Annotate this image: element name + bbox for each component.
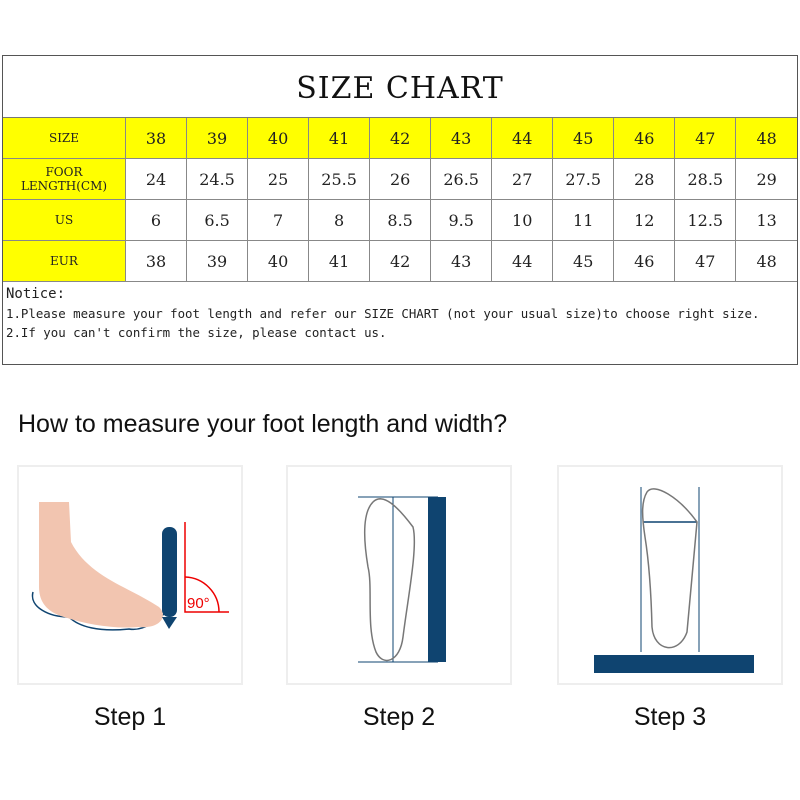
size-chart: SIZE CHART SIZE3839404142434445464748FOO… xyxy=(2,55,798,365)
table-cell: 6 xyxy=(126,200,187,241)
step-1-label: Step 1 xyxy=(17,703,243,732)
notice-line-2: 2.If you can't confirm the size, please … xyxy=(6,323,794,342)
chart-title: SIZE CHART xyxy=(3,56,797,118)
table-cell: 8.5 xyxy=(370,200,431,241)
table-cell: 42 xyxy=(370,118,431,159)
table-cell: 24 xyxy=(126,159,187,200)
table-cell: 27.5 xyxy=(553,159,614,200)
foot-pencil-icon: 90° xyxy=(19,467,241,683)
notice-line-1: 1.Please measure your foot length and re… xyxy=(6,304,794,323)
table-cell: 13 xyxy=(736,200,797,241)
table-cell: 46 xyxy=(614,241,675,282)
table-cell: 10 xyxy=(492,200,553,241)
table-cell: 40 xyxy=(248,118,309,159)
step-3-label: Step 3 xyxy=(557,703,783,732)
table-cell: 42 xyxy=(370,241,431,282)
foot-length-ruler-icon xyxy=(288,467,510,683)
notice: Notice: 1.Please measure your foot lengt… xyxy=(3,282,797,345)
step-2-label: Step 2 xyxy=(286,703,512,732)
table-cell: 6.5 xyxy=(187,200,248,241)
table-cell: 41 xyxy=(309,241,370,282)
table-cell: 41 xyxy=(309,118,370,159)
table-row: US66.5788.59.510111212.513 xyxy=(3,200,797,241)
table-cell: 48 xyxy=(736,118,797,159)
table-cell: 25.5 xyxy=(309,159,370,200)
table-cell: 45 xyxy=(553,118,614,159)
table-cell: 7 xyxy=(248,200,309,241)
step-3-illustration xyxy=(557,465,783,685)
table-cell: 45 xyxy=(553,241,614,282)
angle-label: 90° xyxy=(187,595,210,612)
table-cell: 9.5 xyxy=(431,200,492,241)
table-cell: 11 xyxy=(553,200,614,241)
table-cell: 39 xyxy=(187,118,248,159)
table-cell: 12.5 xyxy=(675,200,736,241)
table-cell: 26 xyxy=(370,159,431,200)
table-row: EUR3839404142434445464748 xyxy=(3,241,797,282)
table-cell: 40 xyxy=(248,241,309,282)
table-cell: 43 xyxy=(431,241,492,282)
notice-title: Notice: xyxy=(6,285,794,304)
foot-width-ruler-icon xyxy=(559,467,781,683)
table-cell: 38 xyxy=(126,118,187,159)
table-cell: 26.5 xyxy=(431,159,492,200)
row-label: EUR xyxy=(3,241,126,282)
table-cell: 46 xyxy=(614,118,675,159)
table-row: SIZE3839404142434445464748 xyxy=(3,118,797,159)
table-cell: 12 xyxy=(614,200,675,241)
table-cell: 47 xyxy=(675,118,736,159)
table-cell: 43 xyxy=(431,118,492,159)
table-cell: 28.5 xyxy=(675,159,736,200)
step-1-illustration: 90° xyxy=(17,465,243,685)
table-cell: 28 xyxy=(614,159,675,200)
row-label: SIZE xyxy=(3,118,126,159)
row-label: US xyxy=(3,200,126,241)
measure-heading: How to measure your foot length and widt… xyxy=(18,410,507,439)
table-cell: 29 xyxy=(736,159,797,200)
table-cell: 44 xyxy=(492,118,553,159)
table-row: FOOR LENGTH(CM)2424.52525.52626.52727.52… xyxy=(3,159,797,200)
table-cell: 48 xyxy=(736,241,797,282)
table-cell: 39 xyxy=(187,241,248,282)
table-cell: 47 xyxy=(675,241,736,282)
table-cell: 24.5 xyxy=(187,159,248,200)
table-cell: 8 xyxy=(309,200,370,241)
table-cell: 38 xyxy=(126,241,187,282)
row-label: FOOR LENGTH(CM) xyxy=(3,159,126,200)
table-cell: 25 xyxy=(248,159,309,200)
size-table: SIZE3839404142434445464748FOOR LENGTH(CM… xyxy=(3,118,797,282)
table-cell: 44 xyxy=(492,241,553,282)
step-2-illustration xyxy=(286,465,512,685)
table-cell: 27 xyxy=(492,159,553,200)
